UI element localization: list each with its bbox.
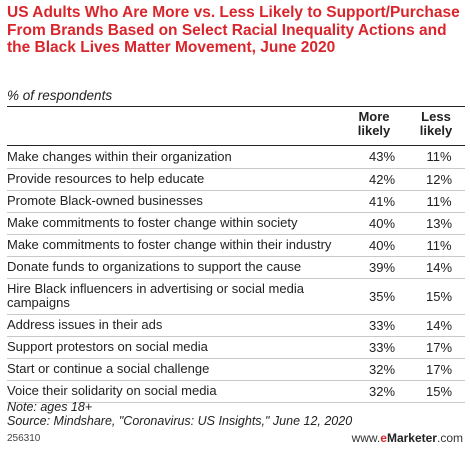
- chart-note: Note: ages 18+: [7, 400, 93, 414]
- more-likely-value: 39%: [345, 256, 413, 279]
- row-label: Promote Black-owned businesses: [7, 190, 345, 213]
- row-label: Provide resources to help educate: [7, 168, 345, 191]
- less-likely-value: 13%: [413, 212, 465, 235]
- chart-source: Source: Mindshare, "Coronavirus: US Insi…: [7, 414, 353, 428]
- less-likely-value: 14%: [413, 314, 465, 337]
- row-label: Make changes within their organization: [7, 146, 345, 169]
- row-label: Address issues in their ads: [7, 314, 345, 337]
- table-row: Provide resources to help educate 42% 12%: [7, 168, 465, 191]
- table-row: Make changes within their organization 43…: [7, 146, 465, 169]
- less-likely-value: 12%: [413, 168, 465, 191]
- brand-e: e: [380, 431, 387, 445]
- table-row: Voice their solidarity on social media 32…: [7, 380, 465, 403]
- header-bottom-rule: [7, 145, 465, 146]
- less-likely-value: 17%: [413, 336, 465, 359]
- column-header-less: Less likely: [419, 109, 453, 138]
- less-likely-value: 11%: [413, 190, 465, 213]
- table-row: Start or continue a social challenge 32% 1…: [7, 358, 465, 381]
- more-likely-value: 40%: [345, 212, 413, 235]
- row-label: Support protestors on social media: [7, 336, 345, 359]
- table-row: Promote Black-owned businesses 41% 11%: [7, 190, 465, 213]
- data-table: Make changes within their organization 43…: [7, 146, 465, 403]
- brand-prefix: www.: [351, 431, 381, 445]
- chart-subtitle: % of respondents: [7, 88, 113, 103]
- table-row: Hire Black influencers in advertising or…: [7, 278, 465, 315]
- brand-suffix: .com: [436, 431, 463, 445]
- header-top-rule: [7, 106, 465, 107]
- row-label: Make commitments to foster change within…: [7, 212, 345, 235]
- more-likely-value: 42%: [345, 168, 413, 191]
- more-likely-value: 43%: [345, 146, 413, 169]
- less-likely-value: 11%: [413, 146, 465, 169]
- table-row: Address issues in their ads 33% 14%: [7, 314, 465, 337]
- chart-title: US Adults Who Are More vs. Less Likely t…: [7, 4, 460, 56]
- more-likely-value: 40%: [345, 234, 413, 257]
- more-likely-value: 32%: [345, 380, 413, 403]
- less-likely-value: 17%: [413, 358, 465, 381]
- less-likely-value: 11%: [413, 234, 465, 257]
- less-likely-value: 14%: [413, 256, 465, 279]
- table-row: Make commitments to foster change within…: [7, 234, 465, 257]
- brand-logo: www.eMarketer.com: [352, 431, 463, 445]
- more-likely-value: 33%: [345, 314, 413, 337]
- row-label: Start or continue a social challenge: [7, 358, 345, 381]
- less-likely-value: 15%: [413, 380, 465, 403]
- more-likely-value: 32%: [345, 358, 413, 381]
- row-label: Make commitments to foster change within…: [7, 234, 345, 257]
- row-label: Voice their solidarity on social media: [7, 380, 345, 403]
- table-row: Make commitments to foster change within…: [7, 212, 465, 235]
- more-likely-value: 41%: [345, 190, 413, 213]
- column-header-more: More likely: [357, 109, 391, 138]
- row-label: Donate funds to organizations to support…: [7, 256, 345, 279]
- row-label: Hire Black influencers in advertising or…: [7, 278, 345, 315]
- more-likely-value: 33%: [345, 336, 413, 359]
- brand-name: Marketer: [386, 431, 437, 445]
- table-row: Donate funds to organizations to support…: [7, 256, 465, 279]
- chart-id: 256310: [7, 433, 41, 444]
- table-row: Support protestors on social media 33% 17%: [7, 336, 465, 359]
- less-likely-value: 15%: [413, 278, 465, 315]
- more-likely-value: 35%: [345, 278, 413, 315]
